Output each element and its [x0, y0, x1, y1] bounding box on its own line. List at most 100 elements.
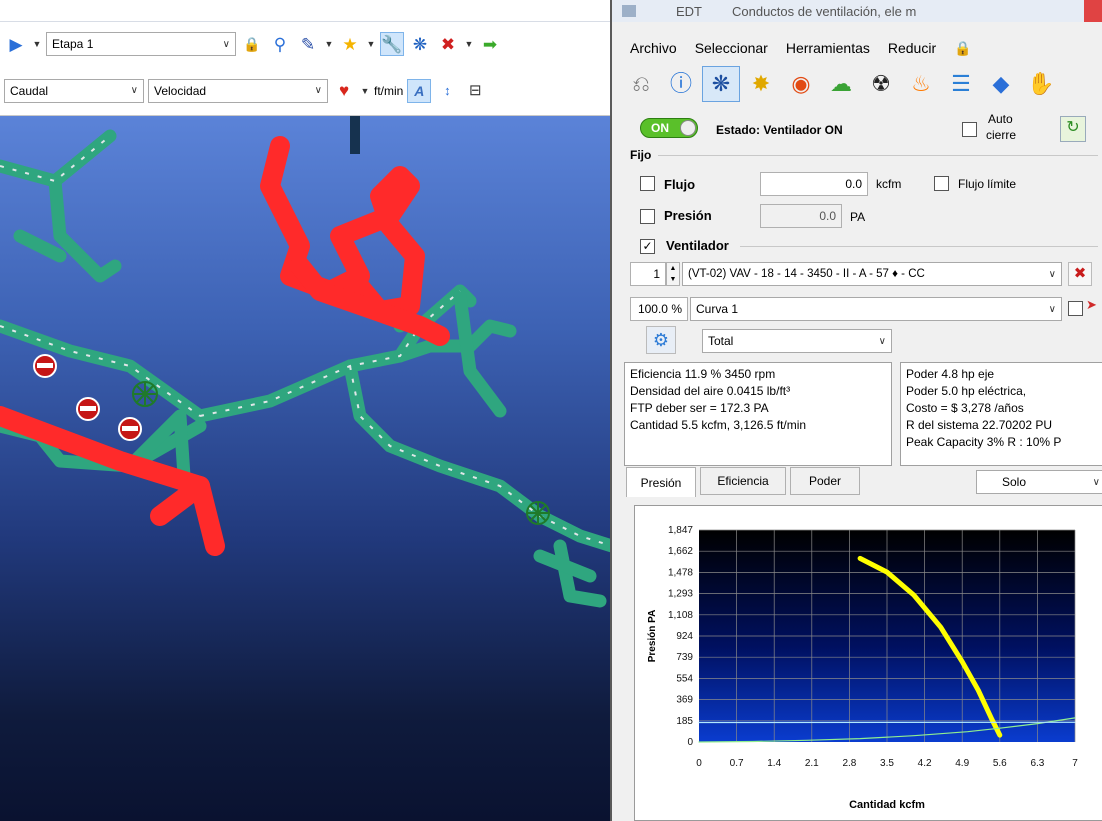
fan-percent-input[interactable]: 100.0 % [630, 297, 688, 321]
on-toggle[interactable]: ON [640, 118, 698, 138]
x-tick-label: 6.3 [1030, 758, 1044, 769]
radiation-icon[interactable]: ☢ [871, 71, 891, 96]
fan-icon[interactable]: ❋ [702, 66, 740, 102]
duct-network-green [0, 129, 612, 608]
x-tick-label: 0 [696, 758, 702, 769]
pressure-checkbox[interactable] [640, 209, 655, 224]
mode-select[interactable]: Velocidad ∨ [148, 78, 328, 103]
top-strip [0, 0, 612, 22]
fan-model-select[interactable]: (VT-02) VAV - 18 - 14 - 3450 - II - A - … [682, 262, 1062, 286]
fan-checkbox[interactable]: ✓ [640, 239, 655, 254]
fan-index-spinner[interactable]: 1 [630, 262, 666, 286]
pressure-mode-select[interactable]: Total ∨ [702, 329, 892, 353]
menu-archivo[interactable]: Archivo [630, 40, 677, 56]
star-icon[interactable]: ★ [342, 34, 358, 54]
arrow-right-icon[interactable]: ➡ [482, 34, 498, 54]
fan-yellow-icon[interactable]: ✸ [751, 71, 771, 96]
group-divider [658, 155, 1098, 156]
fan-icon[interactable]: ❋ [412, 34, 428, 54]
fan-info-left: Eficiencia 11.9 % 3450 rpm Densidad del … [624, 362, 892, 466]
y-tick-label: 0 [687, 737, 693, 748]
refresh-icon[interactable]: ↻ [1060, 116, 1086, 142]
fan-curve-line [857, 555, 1003, 738]
fan-info-right: Poder 4.8 hp eje Poder 5.0 hp eléctrica,… [900, 362, 1102, 466]
menu-reducir[interactable]: Reducir [887, 40, 937, 56]
chart-grid [699, 529, 1076, 742]
auto-close-checkbox[interactable] [962, 122, 977, 137]
settings-gear-icon[interactable]: ⚙ [646, 326, 676, 354]
chat-icon[interactable]: ☁ [830, 71, 852, 96]
minus-box-icon[interactable]: ⊟ [469, 82, 482, 99]
font-icon[interactable]: A [407, 78, 432, 103]
x-tick-label: 4.9 [955, 758, 969, 769]
magnifier-icon[interactable]: ⚲ [273, 34, 287, 54]
gloves-icon[interactable]: ✋ [1027, 71, 1055, 96]
ftp-text: FTP deber ser = 172.3 PA [630, 401, 769, 415]
chevron-down-icon[interactable]: ▼ [360, 85, 370, 96]
chevron-down-icon[interactable]: ▼ [366, 39, 376, 49]
tab-efficiency[interactable]: Eficiencia [700, 467, 786, 495]
chevron-down-icon[interactable]: ▼ [32, 39, 42, 49]
tab-power[interactable]: Poder [790, 467, 860, 495]
cut-icon[interactable]: ✖ [440, 34, 456, 54]
y-tick-label: 554 [676, 673, 693, 684]
eraser-icon[interactable]: ◆ [992, 71, 1010, 96]
fan-model-value: (VT-02) VAV - 18 - 14 - 3450 - II - A - … [688, 268, 925, 280]
chevron-down-icon: ∨ [314, 85, 322, 96]
units-label[interactable]: ft/min [374, 83, 404, 98]
fan-group-label: Ventilador [666, 238, 729, 253]
flow-limit-checkbox[interactable] [934, 176, 949, 191]
up-down-arrows-icon[interactable]: ↕ [444, 83, 451, 98]
stop-sign-icon [33, 354, 142, 441]
chevron-down-icon: ∨ [1048, 268, 1056, 280]
curve-select[interactable]: Curva 1 ∨ [690, 297, 1062, 321]
lock-icon[interactable]: 🔒 [954, 39, 972, 56]
menu-herramientas[interactable]: Herramientas [785, 40, 870, 56]
mode-select-value: Velocidad [154, 83, 207, 98]
arrow-back-icon[interactable]: ➤ [1086, 297, 1097, 312]
y-tick-labels: 0 185 369 554 739 924 1,108 1,293 1,478 1,662 1,84… [668, 525, 693, 748]
chevron-down-icon: ∨ [222, 38, 230, 50]
view-select[interactable]: Solo ∨ [976, 470, 1102, 494]
menu-seleccionar[interactable]: Seleccionar [694, 40, 768, 56]
auto-close-label-2: cierre [986, 128, 1017, 142]
tab-pressure[interactable]: Presión [626, 467, 696, 497]
lock-icon[interactable]: 🔒 [243, 36, 261, 52]
signal-icon[interactable]: ☰ [951, 71, 971, 96]
y-tick-label: 1,293 [668, 589, 693, 600]
pen-icon[interactable]: ✎ [300, 34, 316, 54]
chevron-down-icon: ∨ [1092, 476, 1100, 488]
y-tick-label: 1,478 [668, 567, 693, 578]
play-icon[interactable]: ▶ [9, 34, 23, 54]
curve-checkbox[interactable] [1068, 301, 1083, 316]
param-select[interactable]: Caudal ∨ [4, 78, 144, 103]
status-label: Estado: Ventilador ON [716, 123, 843, 137]
spinner-arrows-icon[interactable]: ▲ ▼ [666, 262, 680, 286]
pressure-mode-value: Total [708, 334, 734, 348]
info-icon[interactable]: ⓘ [669, 71, 692, 96]
window-icon [622, 5, 636, 17]
flow-checkbox[interactable] [640, 176, 655, 191]
close-button[interactable] [1084, 0, 1102, 22]
param-select-value: Caudal [10, 83, 49, 98]
chevron-down-icon[interactable]: ▼ [324, 39, 334, 49]
stage-select[interactable]: Etapa 1 ∨ [46, 32, 236, 56]
fire-icon[interactable]: ◉ [791, 71, 811, 96]
back-icon[interactable]: ⎌ [632, 71, 650, 96]
duct-network [0, 116, 612, 608]
flow-input[interactable]: 0.0 [760, 172, 868, 196]
air-density-text: Densidad del aire 0.0415 lb/ft³ [630, 384, 791, 398]
system-resistance-text: R del sistema 22.70202 PU [906, 418, 1053, 432]
x-tick-label: 2.1 [805, 758, 819, 769]
pressure-input[interactable]: 0.0 [760, 204, 842, 228]
view-select-value: Solo [1002, 475, 1027, 489]
delete-fan-icon[interactable]: ✖ [1068, 262, 1092, 286]
chevron-down-icon[interactable]: ▼ [464, 39, 474, 49]
chevron-down-icon: ∨ [130, 85, 138, 96]
heart-icon[interactable]: ♥ [338, 81, 350, 100]
pressure-chart: 0 185 369 554 739 924 1,108 1,293 1,478 1,662 1,84… [634, 505, 1102, 821]
flame-icon[interactable]: ♨ [911, 71, 931, 96]
3d-viewport[interactable] [0, 116, 612, 821]
system-curve-line [698, 717, 1076, 743]
wrench-icon[interactable]: 🔧 [380, 32, 404, 56]
